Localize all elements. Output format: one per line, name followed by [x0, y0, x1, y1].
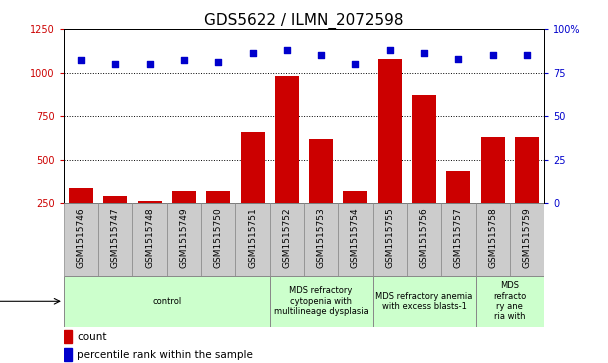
FancyBboxPatch shape — [510, 203, 544, 276]
Point — [419, 50, 429, 56]
FancyBboxPatch shape — [475, 276, 544, 327]
Bar — [64, 330, 72, 343]
Title: GDS5622 / ILMN_2072598: GDS5622 / ILMN_2072598 — [204, 13, 404, 29]
FancyBboxPatch shape — [270, 203, 304, 276]
Point — [76, 57, 86, 63]
Point — [145, 61, 154, 67]
Text: percentile rank within the sample: percentile rank within the sample — [77, 350, 253, 360]
Text: GSM1515752: GSM1515752 — [282, 207, 291, 268]
FancyBboxPatch shape — [270, 276, 373, 327]
Bar — [446, 171, 471, 247]
FancyBboxPatch shape — [475, 203, 510, 276]
FancyBboxPatch shape — [98, 203, 133, 276]
FancyBboxPatch shape — [304, 203, 338, 276]
Text: GSM1515755: GSM1515755 — [385, 207, 394, 268]
Bar — [137, 201, 162, 247]
Bar — [344, 191, 367, 247]
Text: MDS refractory
cytopenia with
multilineage dysplasia: MDS refractory cytopenia with multilinea… — [274, 286, 368, 316]
Point — [247, 50, 257, 56]
Bar — [241, 132, 264, 247]
Text: GSM1515754: GSM1515754 — [351, 207, 360, 268]
Bar — [412, 95, 436, 247]
FancyBboxPatch shape — [338, 203, 373, 276]
Text: GSM1515750: GSM1515750 — [214, 207, 223, 268]
FancyBboxPatch shape — [235, 203, 270, 276]
FancyBboxPatch shape — [441, 203, 475, 276]
Point — [282, 47, 292, 53]
Bar — [64, 348, 72, 361]
Bar — [515, 137, 539, 247]
Text: GSM1515748: GSM1515748 — [145, 207, 154, 268]
Point — [111, 61, 120, 67]
FancyBboxPatch shape — [407, 203, 441, 276]
Text: GSM1515758: GSM1515758 — [488, 207, 497, 268]
Bar — [172, 191, 196, 247]
Bar — [481, 137, 505, 247]
Text: GSM1515751: GSM1515751 — [248, 207, 257, 268]
Point — [488, 52, 497, 58]
FancyBboxPatch shape — [64, 276, 270, 327]
Point — [351, 61, 361, 67]
Text: MDS refractory anemia
with excess blasts-1: MDS refractory anemia with excess blasts… — [375, 291, 473, 311]
Point — [316, 52, 326, 58]
Text: GSM1515747: GSM1515747 — [111, 207, 120, 268]
Point — [385, 47, 395, 53]
Text: count: count — [77, 332, 107, 342]
Bar — [378, 59, 402, 247]
FancyBboxPatch shape — [201, 203, 235, 276]
FancyBboxPatch shape — [167, 203, 201, 276]
Text: MDS
refracto
ry ane
ria with: MDS refracto ry ane ria with — [493, 281, 527, 321]
Bar — [103, 196, 127, 247]
Bar — [206, 191, 230, 247]
Point — [213, 59, 223, 65]
FancyBboxPatch shape — [373, 276, 475, 327]
Point — [454, 56, 463, 62]
FancyBboxPatch shape — [64, 203, 98, 276]
FancyBboxPatch shape — [133, 203, 167, 276]
Point — [179, 57, 188, 63]
Point — [522, 52, 532, 58]
Text: control: control — [152, 297, 181, 306]
Bar — [309, 139, 333, 247]
Text: GSM1515756: GSM1515756 — [420, 207, 429, 268]
Bar — [275, 76, 299, 247]
Bar — [69, 188, 93, 247]
Text: GSM1515757: GSM1515757 — [454, 207, 463, 268]
Text: GSM1515746: GSM1515746 — [77, 207, 86, 268]
Text: GSM1515759: GSM1515759 — [522, 207, 531, 268]
FancyBboxPatch shape — [373, 203, 407, 276]
Text: GSM1515753: GSM1515753 — [317, 207, 326, 268]
Text: GSM1515749: GSM1515749 — [179, 207, 188, 268]
